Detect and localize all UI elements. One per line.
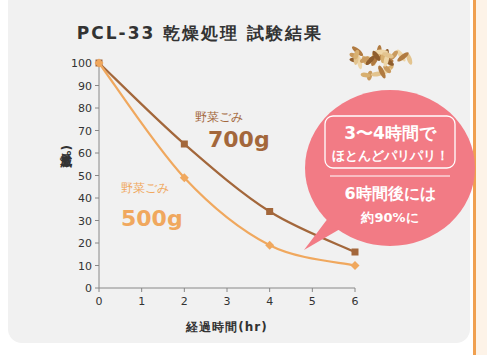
series-label-line: 700g	[208, 127, 270, 152]
title: PCL-33 乾燥処理 試験結果	[77, 23, 323, 43]
callout: 3〜4時間でほとんどパリパリ！ 6時間後には約90%に	[304, 90, 475, 250]
y-tick-label: 20	[78, 237, 92, 250]
annotation: 3〜4時間で	[344, 123, 437, 143]
x-tick-label: 3	[224, 295, 231, 308]
y-tick	[95, 198, 99, 199]
series-label-line: 野菜ごみ	[121, 181, 169, 195]
x-tick	[355, 288, 356, 292]
y-tick-label: 0	[85, 282, 92, 295]
x-tick-label: 1	[138, 295, 145, 308]
x-tick	[227, 288, 228, 292]
y-axis-label: 減量(%)	[59, 145, 73, 168]
x-tick-label: 0	[96, 295, 103, 308]
marker	[265, 241, 274, 250]
marker	[266, 208, 273, 215]
x-tick	[312, 288, 313, 292]
annotation: ほとんどパリパリ！	[332, 148, 449, 163]
callout-bubble	[305, 90, 475, 246]
chart: PCL-33 乾燥処理 試験結果 0 10 20 30 40 50 60 70 80 90 100 0 1…	[0, 0, 487, 355]
marker	[351, 261, 360, 270]
scrap	[352, 49, 360, 60]
x-tick-label: 4	[266, 295, 273, 308]
y-tick	[95, 175, 99, 176]
y-tick-label: 80	[78, 102, 92, 115]
annotation: 6時間後には	[344, 184, 435, 203]
callout-frame	[325, 116, 455, 168]
y-tick-label: 60	[78, 147, 92, 160]
side-band	[476, 0, 487, 355]
x-tick	[99, 288, 100, 292]
series-label-line: 500g	[121, 206, 183, 231]
y-tick	[95, 288, 99, 289]
marker	[181, 141, 188, 148]
series-label-line: 野菜ごみ	[195, 110, 243, 124]
y-tick-label: 30	[78, 215, 92, 228]
series-label: 野菜ごみ 700g	[195, 110, 270, 152]
scrap	[371, 50, 382, 63]
x-tick	[269, 288, 270, 292]
annotation: 約90%に	[360, 210, 418, 225]
y-tick	[95, 108, 99, 109]
y-tick-label: 90	[78, 80, 92, 93]
y-tick	[95, 153, 99, 154]
scrap	[377, 65, 387, 80]
y-tick-label: 50	[78, 170, 92, 183]
y-tick	[95, 243, 99, 244]
scrap	[382, 51, 395, 59]
y-tick-label: 70	[78, 125, 92, 138]
callout-divider	[330, 176, 450, 177]
x-tick-label: 6	[352, 295, 359, 308]
x-axis-label: 経過時間(hr)	[185, 320, 267, 334]
marker	[95, 59, 104, 68]
series-label: 野菜ごみ 500g	[121, 181, 183, 231]
scrap	[396, 51, 410, 63]
x-tick	[141, 288, 142, 292]
scrap	[359, 55, 370, 64]
y-tick	[95, 220, 99, 221]
marker	[352, 249, 359, 256]
dried-scraps-icon	[349, 45, 414, 81]
y-tick-label: 100	[71, 57, 92, 70]
scrap	[360, 72, 371, 78]
x-tick-label: 5	[309, 295, 316, 308]
y-tick-label: 10	[78, 260, 92, 273]
y-tick	[95, 130, 99, 131]
x-tick-label: 2	[181, 295, 188, 308]
y-tick	[95, 265, 99, 266]
y-tick-label: 40	[78, 192, 92, 205]
marker	[180, 173, 189, 182]
y-tick	[95, 85, 99, 86]
x-tick	[184, 288, 185, 292]
